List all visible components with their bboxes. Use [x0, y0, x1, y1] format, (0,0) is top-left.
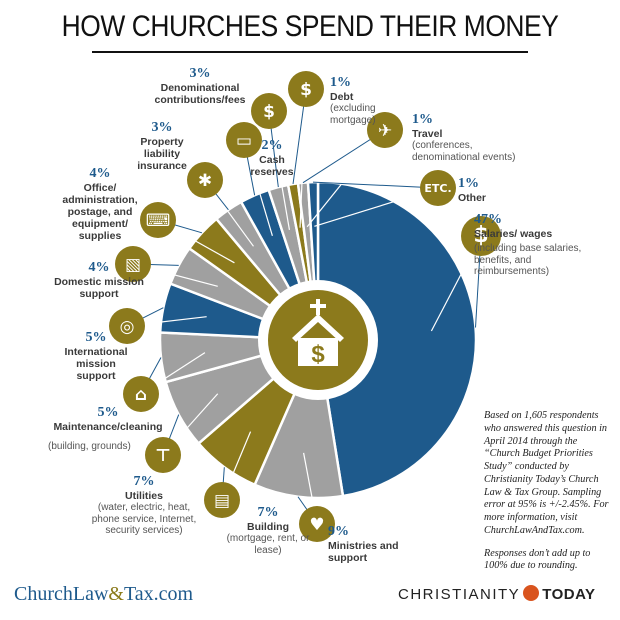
label-cash: 2% Cash reserves	[246, 138, 298, 178]
svg-text:⊤: ⊤	[155, 446, 171, 466]
name-building: Building	[247, 521, 289, 534]
leader-etc	[314, 187, 439, 227]
name-international: International mission support	[64, 346, 128, 383]
ct-logo-mark	[523, 585, 540, 601]
svg-text:◎: ◎	[120, 317, 135, 337]
svg-text:⌨: ⌨	[146, 211, 171, 231]
mop-icon: ⌂	[123, 376, 159, 412]
chart-title: HOW CHURCHES SPEND THEIR MONEY	[61, 10, 559, 43]
falling-person-icon: ✱	[187, 162, 223, 198]
pct-ministries: 9%	[328, 524, 349, 539]
document-icon: ▤	[204, 482, 240, 518]
leader-debt	[299, 88, 307, 228]
pct-debt: 1%	[330, 75, 351, 90]
ct-logo-part-b: TODAY	[542, 586, 596, 603]
sub-travel: (conferences, denominational events)	[412, 140, 516, 163]
pct-maintenance: 5%	[97, 405, 119, 420]
svg-text:▭: ▭	[236, 131, 252, 151]
pct-denominational: 3%	[189, 66, 211, 81]
label-domestic: 4% Domestic mission support	[54, 260, 144, 300]
name-debt: Debt	[330, 91, 354, 104]
pct-domestic: 4%	[88, 260, 110, 275]
name-domestic: Domestic mission support	[54, 276, 144, 301]
name-ministries: Ministries and support	[328, 540, 399, 565]
churchlawtax-logo: ChurchLaw&Tax.com	[14, 583, 193, 606]
ct-logo-part-a: CHRISTIANITY	[398, 586, 521, 603]
methodology-text: Based on 1,605 respondents who answered …	[484, 410, 609, 536]
name-office: Office/ administration, postage, and equ…	[62, 182, 138, 243]
label-insurance: 3% Property liability insurance	[128, 120, 196, 172]
label-travel: 1% Travel (conferences, denominational e…	[412, 112, 532, 163]
name-travel: Travel	[412, 128, 443, 141]
logo-part-b: Tax.com	[123, 583, 194, 605]
svg-text:$: $	[473, 223, 488, 248]
desk-person-icon: ⌨	[140, 202, 176, 238]
us-map-icon: ▭	[226, 122, 262, 158]
label-other: 1% Other	[458, 176, 518, 204]
pct-travel: 1%	[412, 112, 433, 127]
svg-text:$: $	[300, 80, 312, 100]
logo-part-a: ChurchLaw	[14, 583, 109, 605]
pct-office: 4%	[89, 166, 111, 181]
airplane-icon: ✈	[367, 112, 403, 148]
sub-utilities: (water, electric, heat, phone service, I…	[91, 502, 197, 537]
pct-utilities: 7%	[133, 474, 155, 489]
rounding-note: Responses don’t add up to 100% due to ro…	[484, 547, 591, 572]
svg-text:♥: ♥	[309, 515, 324, 535]
name-denominational: Denominational contributions/fees	[154, 82, 246, 107]
name-salaries: Salaries/ wages	[474, 228, 553, 241]
pct-cash: 2%	[261, 138, 283, 153]
svg-text:✱: ✱	[198, 171, 212, 191]
map-heart-icon: ▧	[115, 246, 151, 282]
christianity-today-logo: CHRISTIANITY TODAY	[398, 585, 596, 603]
label-ministries: 9% Ministries and support	[328, 524, 418, 564]
globe-heart-icon: ◎	[109, 308, 145, 344]
name-cash: Cash reserves	[250, 154, 294, 179]
pct-salaries: 47%	[474, 212, 502, 227]
pct-international: 5%	[85, 330, 107, 345]
cash-icon: $	[251, 93, 287, 129]
name-maintenance: Maintenance/cleaning	[53, 421, 163, 434]
leader-outer-etc	[312, 181, 439, 189]
svg-text:▧: ▧	[125, 255, 141, 275]
leader-airplane	[306, 129, 386, 228]
name-other: Other	[458, 192, 487, 205]
name-utilities: Utilities	[125, 490, 163, 503]
pct-building: 7%	[257, 505, 279, 520]
label-salaries: 47% Salaries/ wages (including base sala…	[474, 212, 599, 278]
svg-text:▤: ▤	[214, 491, 230, 511]
sub-salaries: (including base salaries, benefits, and …	[474, 243, 582, 278]
label-debt: 1% Debt (excluding mortgage)	[330, 75, 410, 126]
label-maintenance: 5% Maintenance/cleaning (building, groun…	[48, 405, 168, 453]
sub-maintenance: (building, grounds)	[48, 441, 131, 453]
etc-icon: ETC.	[420, 170, 456, 206]
svg-text:$: $	[263, 102, 275, 122]
label-building: 7% Building (mortgage, rent, or lease)	[218, 505, 318, 556]
church-dollar-sign: $	[311, 341, 325, 368]
svg-text:⌂: ⌂	[135, 385, 147, 405]
logo-amp: &	[108, 583, 124, 605]
church-icon	[292, 299, 344, 366]
pct-insurance: 3%	[151, 120, 173, 135]
label-utilities: 7% Utilities (water, electric, heat, pho…	[84, 474, 204, 537]
dollar-icon: $	[461, 216, 501, 256]
slice-dollar	[316, 180, 478, 498]
name-insurance: Property liability insurance	[137, 136, 187, 173]
heart-hand-icon: ♥	[299, 506, 335, 542]
sub-building: (mortgage, rent, or lease)	[226, 533, 310, 556]
pct-other: 1%	[458, 176, 479, 191]
svg-text:✈: ✈	[378, 121, 392, 141]
svg-text:ETC.: ETC.	[424, 182, 451, 195]
title-underline	[92, 51, 528, 53]
sub-debt: (excluding mortgage)	[330, 103, 376, 126]
debt-icon: $	[288, 71, 324, 107]
faucet-icon: ⊤	[145, 437, 181, 473]
leader-cash	[268, 110, 291, 230]
methodology-note: Based on 1,605 respondents who answered …	[484, 410, 614, 573]
label-office: 4% Office/ administration, postage, and …	[56, 166, 144, 242]
label-denominational: 3% Denominational contributions/fees	[150, 66, 250, 106]
label-international: 5% International mission support	[56, 330, 136, 382]
category-icons: $ ♥ ▤ ⊤ ⌂ ◎ ▧ ⌨ ✱ ▭ $ $ ✈ ETC.	[109, 71, 501, 542]
